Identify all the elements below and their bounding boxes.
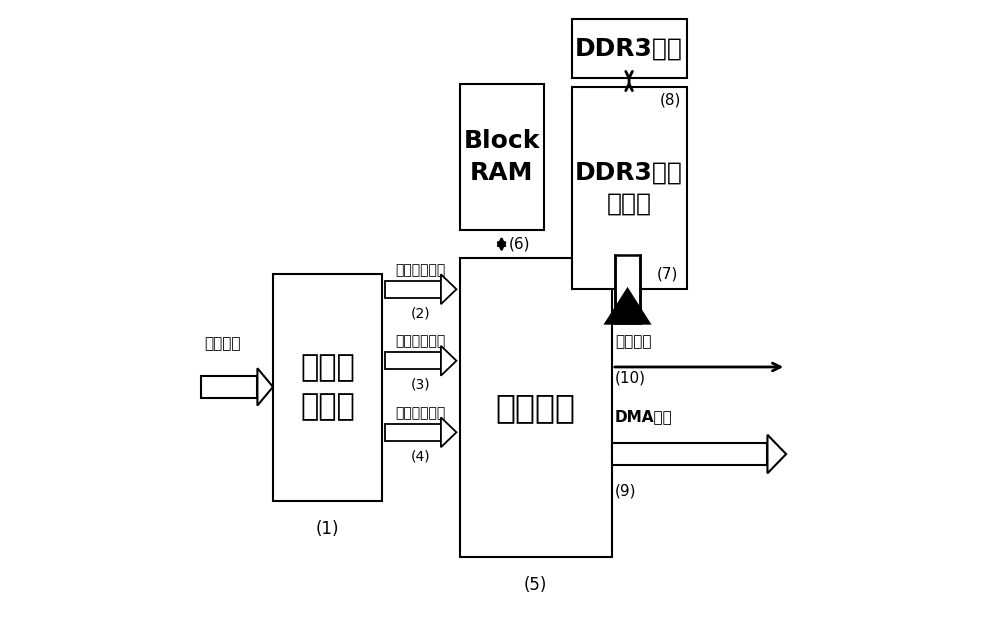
Text: 市场数据: 市场数据 [205, 337, 241, 351]
Bar [385, 281, 441, 298]
Bar [572, 19, 687, 78]
Text: (5): (5) [524, 576, 547, 593]
Text: (1): (1) [316, 520, 339, 537]
Polygon shape [441, 417, 456, 447]
Text: 行情刷新通道: 行情刷新通道 [396, 262, 446, 277]
Polygon shape [606, 289, 649, 323]
Text: (10): (10) [615, 370, 646, 385]
Bar [615, 255, 640, 323]
Bar [385, 424, 441, 441]
Text: 盘口数据: 盘口数据 [496, 391, 576, 424]
Text: 中断请求: 中断请求 [615, 335, 652, 350]
Polygon shape [441, 346, 456, 376]
Polygon shape [257, 368, 273, 406]
Text: (6): (6) [509, 236, 531, 252]
Bar [612, 443, 767, 465]
Text: 数据恢复通道: 数据恢复通道 [396, 406, 446, 420]
Text: Block
RAM: Block RAM [463, 129, 540, 185]
Polygon shape [441, 274, 456, 304]
Bar [460, 258, 612, 557]
Polygon shape [767, 435, 786, 473]
Text: DMA请求: DMA请求 [615, 409, 673, 424]
Text: (3): (3) [411, 378, 431, 392]
Bar [273, 274, 382, 501]
Text: DDR3内存: DDR3内存 [575, 36, 683, 60]
Text: (9): (9) [615, 484, 637, 499]
Bar [572, 87, 687, 289]
Bar [201, 376, 257, 398]
Text: DDR3内存
控制器: DDR3内存 控制器 [575, 160, 683, 216]
Text: 产品定义通道: 产品定义通道 [396, 334, 446, 348]
Text: (8): (8) [660, 92, 682, 107]
Text: (7): (7) [657, 266, 678, 281]
Text: (2): (2) [411, 306, 431, 320]
Bar [385, 352, 441, 369]
Bar [460, 84, 544, 230]
Text: 市场数
据解析: 市场数 据解析 [300, 353, 355, 421]
Text: (4): (4) [411, 449, 431, 463]
